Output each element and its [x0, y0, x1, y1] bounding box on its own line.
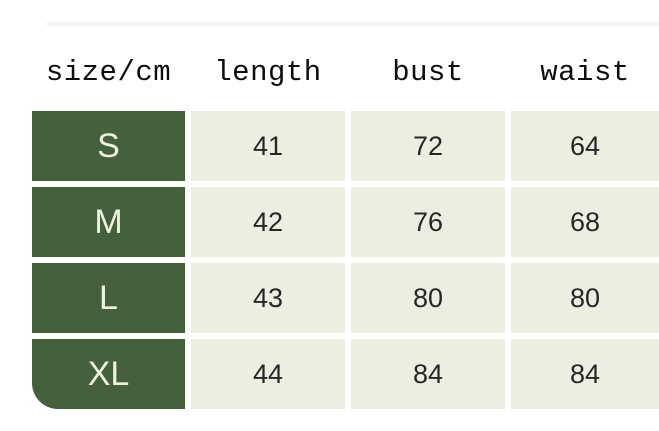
size-chart-table: size/cm length bust waist S 41 72 64 M 4…: [32, 40, 659, 409]
cell-m-waist: 68: [511, 187, 659, 257]
size-label-m: M: [32, 187, 185, 257]
cell-s-waist: 64: [511, 111, 659, 181]
cell-s-bust: 72: [351, 111, 505, 181]
size-label-l: L: [32, 263, 185, 333]
cell-m-bust: 76: [351, 187, 505, 257]
cell-s-length: 41: [191, 111, 345, 181]
cell-l-length: 43: [191, 263, 345, 333]
cell-xl-length: 44: [191, 339, 345, 409]
cell-l-bust: 80: [351, 263, 505, 333]
column-header-size-cm: size/cm: [45, 56, 172, 89]
cell-l-waist: 80: [511, 263, 659, 333]
table-top-edge-decoration: [47, 22, 659, 26]
column-header-length: length: [214, 56, 322, 89]
cell-xl-waist: 84: [511, 339, 659, 409]
column-header-bust: bust: [392, 56, 464, 89]
column-header-waist: waist: [540, 56, 630, 89]
cell-m-length: 42: [191, 187, 345, 257]
size-label-xl: XL: [32, 339, 185, 409]
size-label-s: S: [32, 111, 185, 181]
cell-xl-bust: 84: [351, 339, 505, 409]
